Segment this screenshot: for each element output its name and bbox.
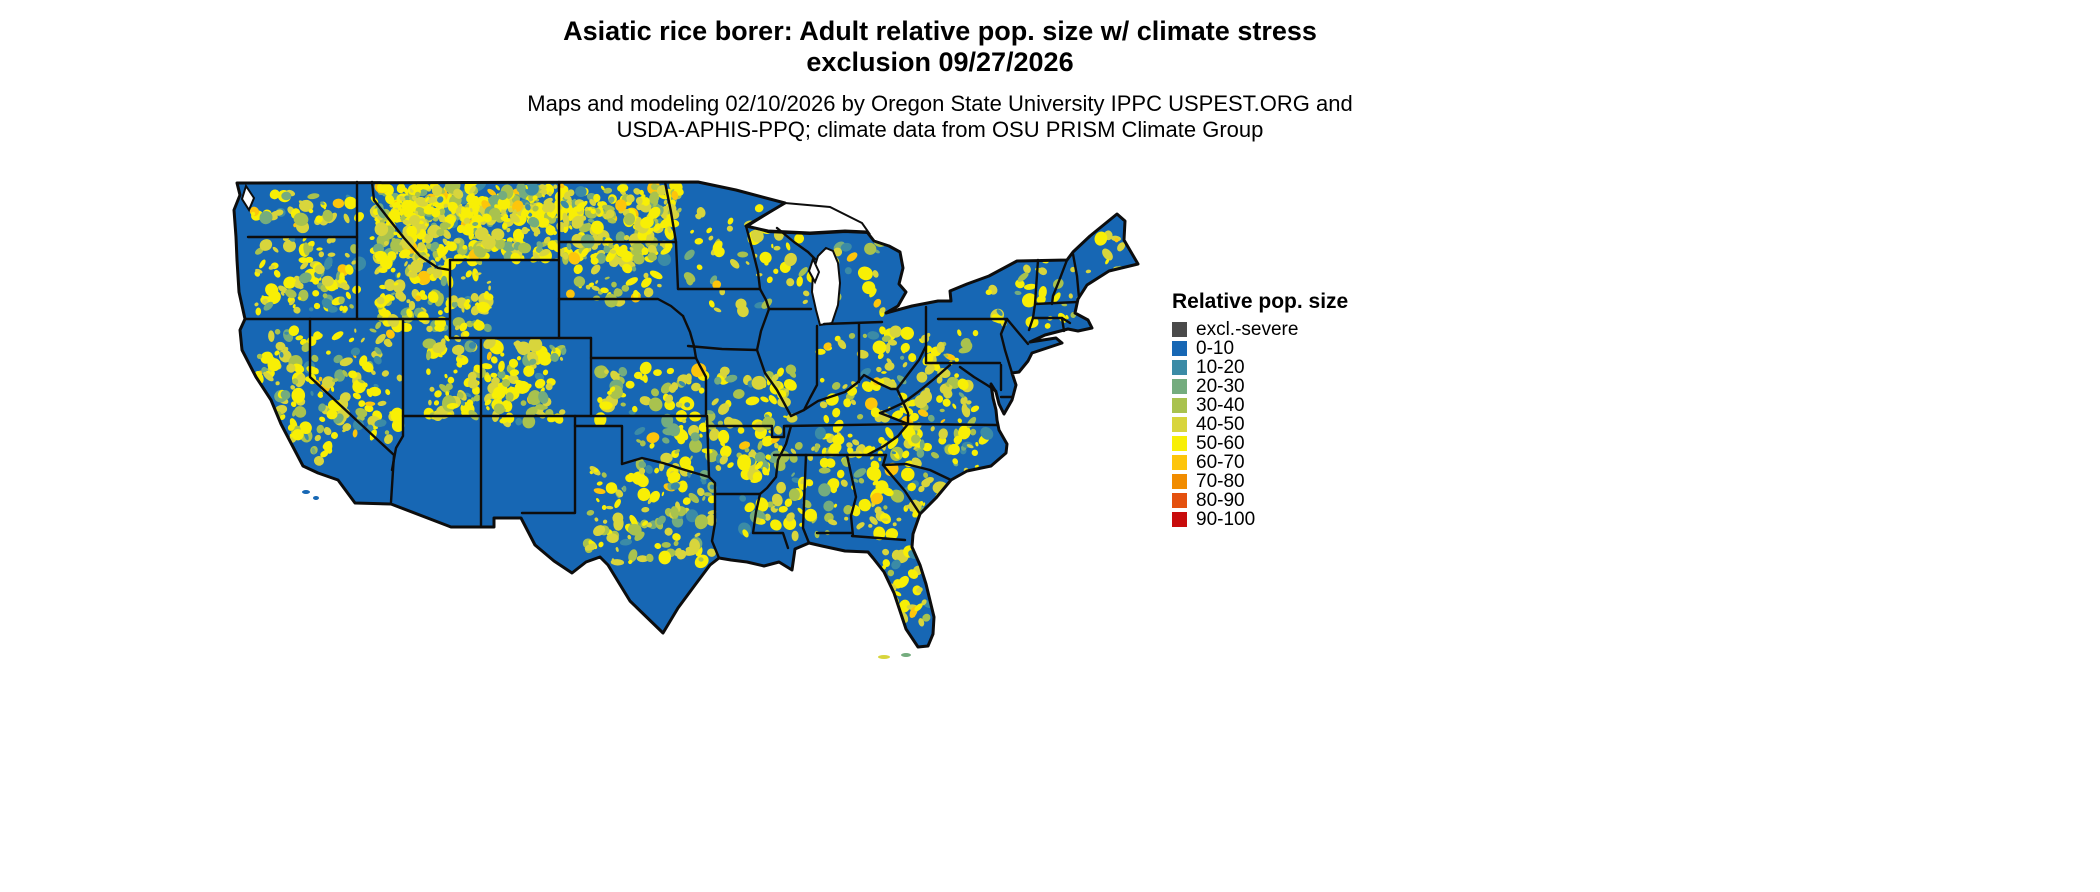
- credit-line2: USDA-APHIS-PPQ; climate data from OSU PR…: [616, 117, 1264, 142]
- population-overlay: [249, 182, 1127, 627]
- legend: Relative pop. size excl.-severe 0-10 10-20…: [1172, 290, 1348, 531]
- legend-swatch: [1172, 322, 1187, 337]
- legend-item: 50-60: [1172, 433, 1348, 454]
- legend-items: excl.-severe 0-10 10-20 20-30 30-40 40-50 50-6…: [1172, 319, 1348, 530]
- legend-item: 20-30: [1172, 376, 1348, 397]
- legend-swatch: [1172, 341, 1187, 356]
- legend-label: 60-70: [1196, 452, 1245, 473]
- legend-item: 80-90: [1172, 490, 1348, 511]
- legend-label: 20-30: [1196, 376, 1245, 397]
- legend-item: 60-70: [1172, 452, 1348, 473]
- legend-item: 40-50: [1172, 414, 1348, 435]
- legend-title: Relative pop. size: [1172, 290, 1349, 313]
- conus-outline: [232, 180, 1140, 649]
- map-title-line2: exclusion 09/27/2026: [806, 47, 1074, 77]
- legend-swatch: [1172, 493, 1187, 508]
- legend-label: 80-90: [1196, 490, 1245, 511]
- legend-label: 40-50: [1196, 414, 1245, 435]
- legend-item: 30-40: [1172, 395, 1348, 416]
- legend-item: 0-10: [1172, 338, 1348, 359]
- legend-swatch: [1172, 398, 1187, 413]
- header: Asiatic rice borer: Adult relative pop. …: [0, 16, 1880, 143]
- legend-swatch: [1172, 512, 1187, 527]
- legend-label: 90-100: [1196, 509, 1256, 530]
- legend-item: excl.-severe: [1172, 319, 1348, 340]
- lake-michigan: [810, 246, 842, 327]
- legend-label: 50-60: [1196, 433, 1245, 454]
- legend-swatch: [1172, 455, 1187, 470]
- legend-item: 70-80: [1172, 471, 1348, 492]
- legend-swatch: [1172, 379, 1187, 394]
- legend-swatch: [1172, 360, 1187, 375]
- legend-label: 10-20: [1196, 357, 1245, 378]
- legend-item: 90-100: [1172, 509, 1348, 530]
- credit-block: Maps and modeling 02/10/2026 by Oregon S…: [0, 91, 1880, 143]
- credit-line1: Maps and modeling 02/10/2026 by Oregon S…: [527, 91, 1353, 116]
- islands: [302, 490, 911, 659]
- map-title-line1: Asiatic rice borer: Adult relative pop. …: [563, 16, 1317, 46]
- legend-swatch: [1172, 436, 1187, 451]
- legend-item: 10-20: [1172, 357, 1348, 378]
- puget-sound: [240, 183, 256, 213]
- green-bay: [807, 256, 821, 285]
- legend-label: 0-10: [1196, 338, 1235, 359]
- legend-swatch: [1172, 417, 1187, 432]
- legend-label: excl.-severe: [1196, 319, 1299, 340]
- legend-label: 70-80: [1196, 471, 1245, 492]
- state-borders: [243, 180, 1081, 560]
- legend-swatch: [1172, 474, 1187, 489]
- legend-label: 30-40: [1196, 395, 1245, 416]
